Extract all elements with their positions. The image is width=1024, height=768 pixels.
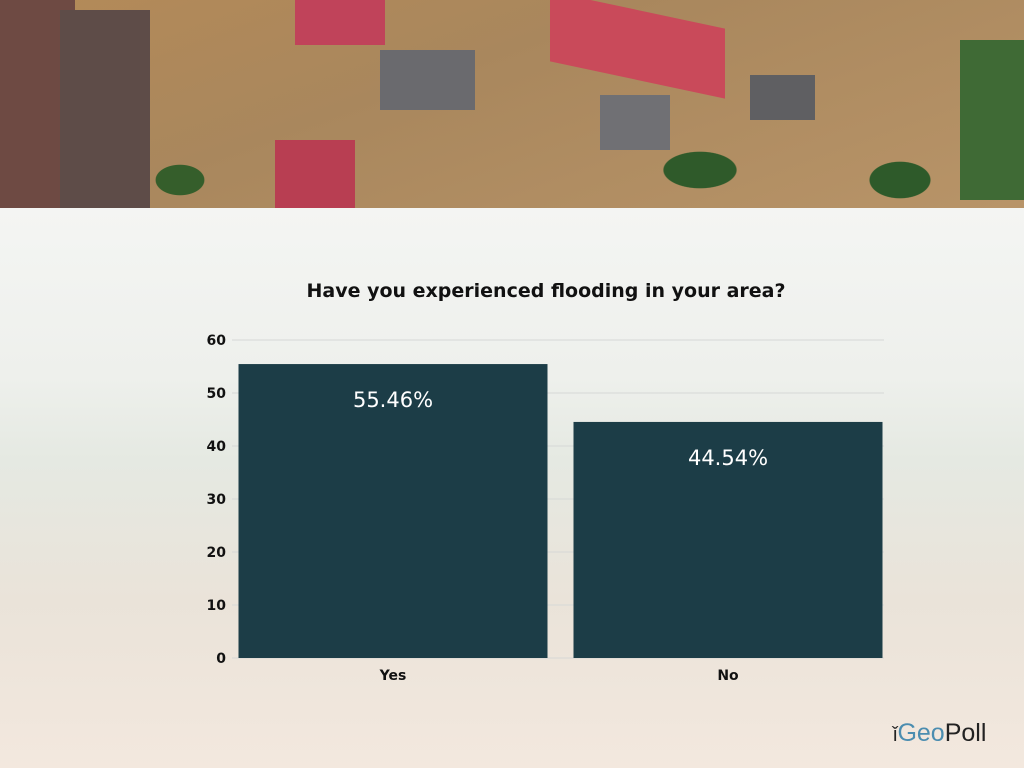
- geopoll-logo: ǐGeoPoll: [893, 719, 986, 748]
- chart-title: Have you experienced flooding in your ar…: [306, 280, 785, 302]
- bar-no: [573, 421, 883, 658]
- data-label: 55.46%: [353, 388, 433, 412]
- y-tick-label: 60: [207, 333, 227, 349]
- logo-poll: Poll: [944, 719, 987, 747]
- bar-yes: [238, 364, 548, 658]
- y-tick-label: 50: [207, 386, 227, 402]
- data-label: 44.54%: [688, 446, 768, 470]
- y-tick-label: 20: [207, 545, 227, 561]
- x-tick-label: No: [717, 668, 739, 684]
- logo-geo: Geo: [897, 719, 945, 747]
- y-tick-label: 30: [207, 492, 227, 508]
- x-tick-label: Yes: [379, 668, 407, 684]
- y-tick-label: 10: [207, 598, 227, 614]
- y-tick-label: 0: [216, 651, 226, 667]
- antenna-icon: ǐ: [893, 724, 898, 746]
- flood-aerial-photo: [0, 0, 1024, 208]
- y-tick-label: 40: [207, 439, 227, 455]
